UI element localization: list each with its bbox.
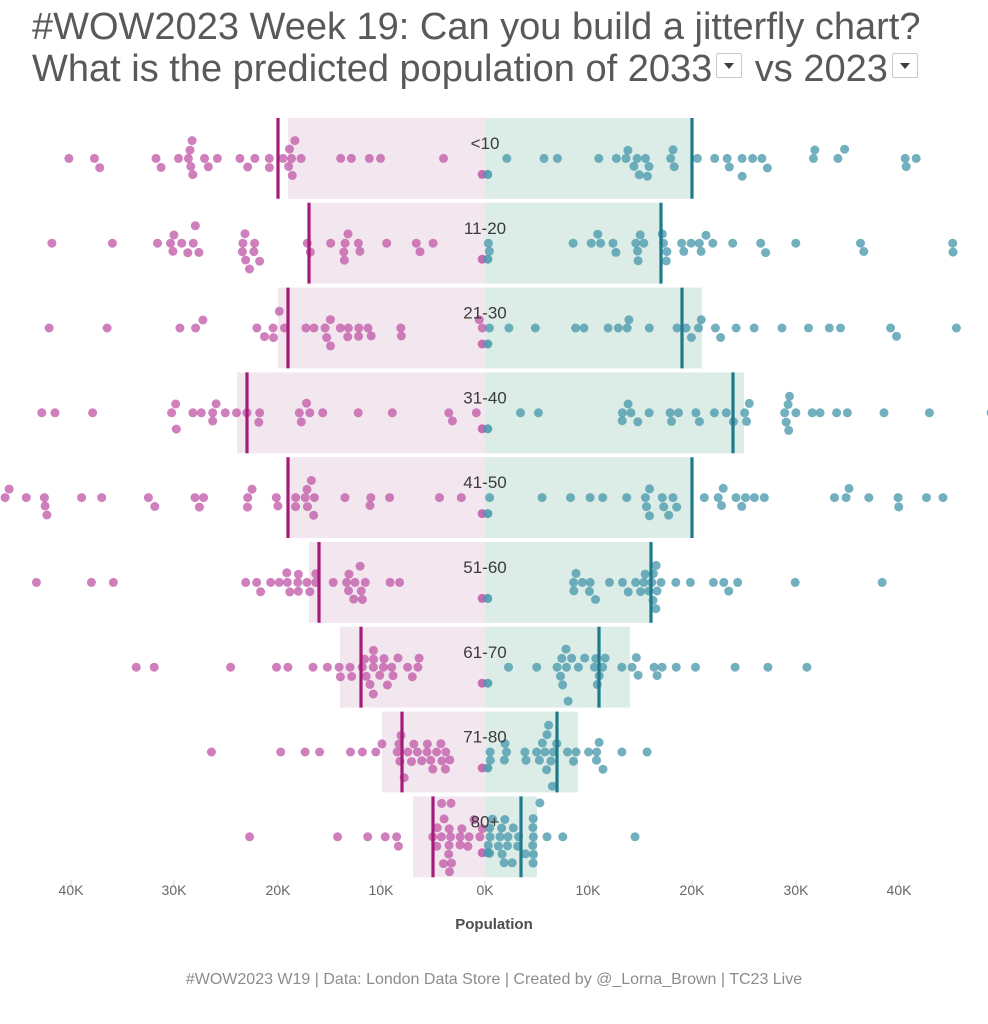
svg-text:51-60: 51-60 [463,558,506,577]
svg-text:61-70: 61-70 [463,643,506,662]
svg-text:80+: 80+ [471,812,500,831]
svg-text:31-40: 31-40 [463,388,506,407]
svg-text:<10: <10 [471,134,500,153]
svg-text:71-80: 71-80 [463,728,506,747]
svg-text:41-50: 41-50 [463,473,506,492]
svg-text:11-20: 11-20 [464,219,506,238]
svg-text:21-30: 21-30 [463,304,506,323]
